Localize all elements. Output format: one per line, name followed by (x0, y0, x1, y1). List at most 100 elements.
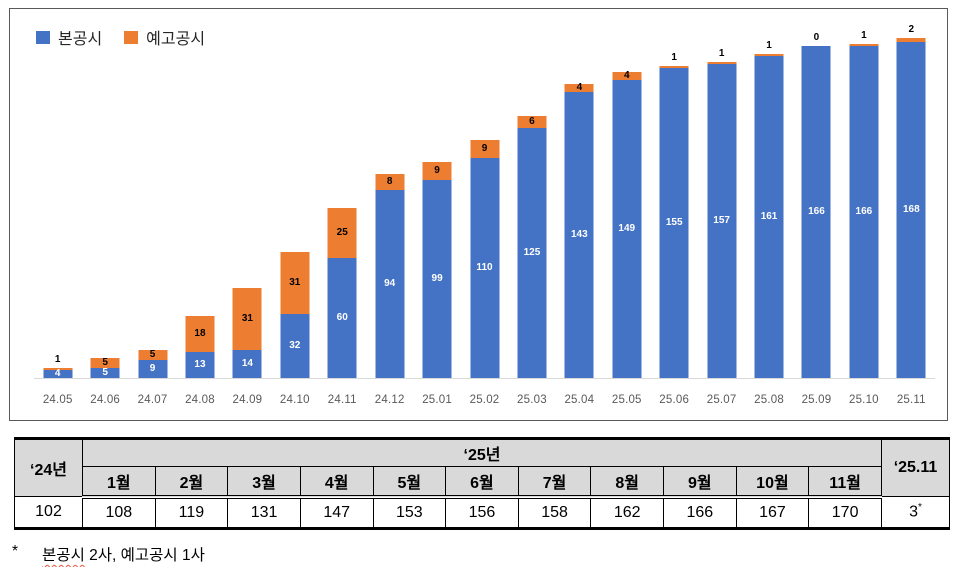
bar-value-main: 161 (760, 211, 778, 222)
bar-segment-main (185, 352, 215, 378)
header-year-25: ‘25년 (82, 438, 882, 467)
stacked-bar: 166 1 (849, 31, 879, 378)
x-axis-tick-25.04: 25.04 (564, 394, 595, 406)
bar-segment-preview (612, 72, 642, 80)
x-axis-tick-24.05: 24.05 (42, 394, 73, 406)
bar-column-25.01: 99 9 (413, 38, 460, 378)
bar-value-main: 110 (476, 262, 493, 273)
value-cell: 158 (517, 496, 592, 529)
bar-segment-main (280, 314, 310, 378)
bar-column-25.06: 155 1 (650, 38, 697, 378)
bar-column-25.02: 110 9 (461, 38, 508, 378)
bar-value-main: 60 (336, 312, 348, 323)
stacked-bar: 32 31 (280, 252, 310, 378)
bar-value-preview: 1 (54, 354, 61, 365)
stacked-bar: 125 6 (517, 116, 547, 378)
bar-value-preview: 2 (908, 24, 915, 35)
x-axis-tick-24.09: 24.09 (232, 394, 263, 406)
bar-column-25.09: 166 0 (793, 33, 840, 378)
bar-column-25.07: 157 1 (698, 38, 745, 378)
legend-swatch-orange (124, 30, 139, 44)
value-cell: 119 (154, 496, 229, 529)
x-axis-tick-25.08: 25.08 (754, 394, 784, 406)
x-axis-tick-25.01: 25.01 (422, 394, 452, 406)
legend-label-preview: 예고공시 (146, 31, 206, 48)
bar-value-main: 32 (289, 340, 301, 351)
x-axis-tick-24.12: 24.12 (374, 394, 405, 406)
x-axis-tick-25.05: 25.05 (611, 394, 642, 406)
asterisk-mark: * (918, 502, 922, 514)
bar-segment-main (43, 370, 73, 378)
bar-column-24.12: 94 8 (366, 38, 413, 378)
bar-value-main: 14 (241, 358, 253, 369)
x-axis-tick-25.06: 25.06 (659, 394, 690, 406)
bar-segment-preview (659, 66, 689, 68)
legend-item-preview: 예고공시 (124, 25, 205, 49)
bar-value-main: 166 (808, 206, 825, 217)
stacked-bar: 99 9 (422, 162, 452, 378)
bar-value-main: 13 (194, 359, 206, 370)
value-cell: 102 (14, 496, 83, 529)
bar-segment-preview (43, 368, 73, 370)
plot-area: 4 1 5 5 9 5 13 18 14 31 32 31 60 25 94 8 99 9 110 9 125 6 143 4… (34, 25, 935, 379)
value-2511: 3 (909, 503, 918, 521)
bar-segment-main (138, 360, 168, 378)
stacked-bar: 143 4 (564, 83, 594, 378)
footnote-text: 본공시 2사, 예고공시 1사 (42, 543, 205, 565)
footnote-rest: 2사, 예고공시 1사 (84, 547, 205, 564)
bar-value-main: 166 (855, 206, 873, 217)
bar-column-25.04: 143 4 (556, 38, 603, 378)
bar-value-preview: 6 (529, 116, 535, 127)
header-month: 4월 (299, 466, 374, 499)
header-month: 8월 (590, 466, 664, 499)
header-month: 3월 (227, 466, 301, 499)
legend-swatch-blue (36, 30, 50, 44)
header-month: 5월 (372, 466, 447, 499)
bar-value-main: 4 (54, 368, 61, 379)
bar-value-main: 149 (618, 223, 636, 234)
value-cell: 156 (445, 496, 519, 529)
x-axis-labels: 24.05 24.06 24.07 24.08 24.09 24.10 24.11 24.12… (34, 394, 935, 406)
bar-segment-preview (707, 62, 737, 64)
chart-legend: 본공시 예고공시 (36, 25, 205, 49)
stacked-bar: 155 1 (659, 53, 689, 378)
bar-column-25.11: 168 2 (888, 25, 935, 378)
bar-value-main: 168 (902, 204, 920, 215)
bar-value-preview: 9 (481, 143, 488, 154)
bar-value-main: 5 (102, 367, 108, 378)
bar-segment-preview (280, 252, 310, 314)
header-month: 10월 (735, 466, 810, 499)
bar-segment-preview (375, 174, 405, 190)
bar-segment-main (849, 46, 879, 378)
footnote-underlined: 본공시 (42, 547, 85, 564)
bar-segment-main (612, 80, 642, 378)
value-cell-2511: 3* (881, 496, 950, 529)
bar-segment-preview (849, 44, 879, 46)
bar-segment-preview (138, 350, 168, 360)
header-month: 1월 (82, 466, 156, 499)
bar-segment-preview (470, 140, 499, 158)
x-axis-tick-24.06: 24.06 (90, 394, 121, 406)
bar-column-25.05: 149 4 (603, 38, 650, 378)
stacked-bar: 166 0 (801, 33, 831, 378)
bar-segment-main (90, 368, 120, 378)
x-axis-tick-24.07: 24.07 (137, 394, 168, 406)
bar-segment-main (422, 180, 452, 378)
stacked-bar: 94 8 (375, 174, 405, 378)
bar-value-main: 155 (665, 217, 683, 228)
value-cell: 131 (227, 496, 301, 529)
bar-segment-preview (422, 162, 452, 180)
legend-label-main: 본공시 (58, 31, 103, 48)
table-header-months: 1월 2월 3월 4월 5월 6월 7월 8월 9월 10월 11월 (15, 466, 950, 499)
bar-segment-preview (754, 54, 784, 56)
bar-value-main: 143 (571, 229, 588, 240)
bar-value-preview: 31 (289, 277, 301, 288)
bar-segment-preview (564, 84, 594, 92)
x-axis-tick-25.03: 25.03 (517, 394, 547, 406)
bar-segment-preview (327, 208, 357, 258)
chart-container: 본공시 예고공시 4 1 5 5 9 5 13 18 14 31 32 31 60 25 94 8 99 9 110… (9, 8, 948, 421)
bar-value-preview: 9 (434, 165, 440, 176)
x-axis-tick-25.11: 25.11 (896, 394, 926, 406)
